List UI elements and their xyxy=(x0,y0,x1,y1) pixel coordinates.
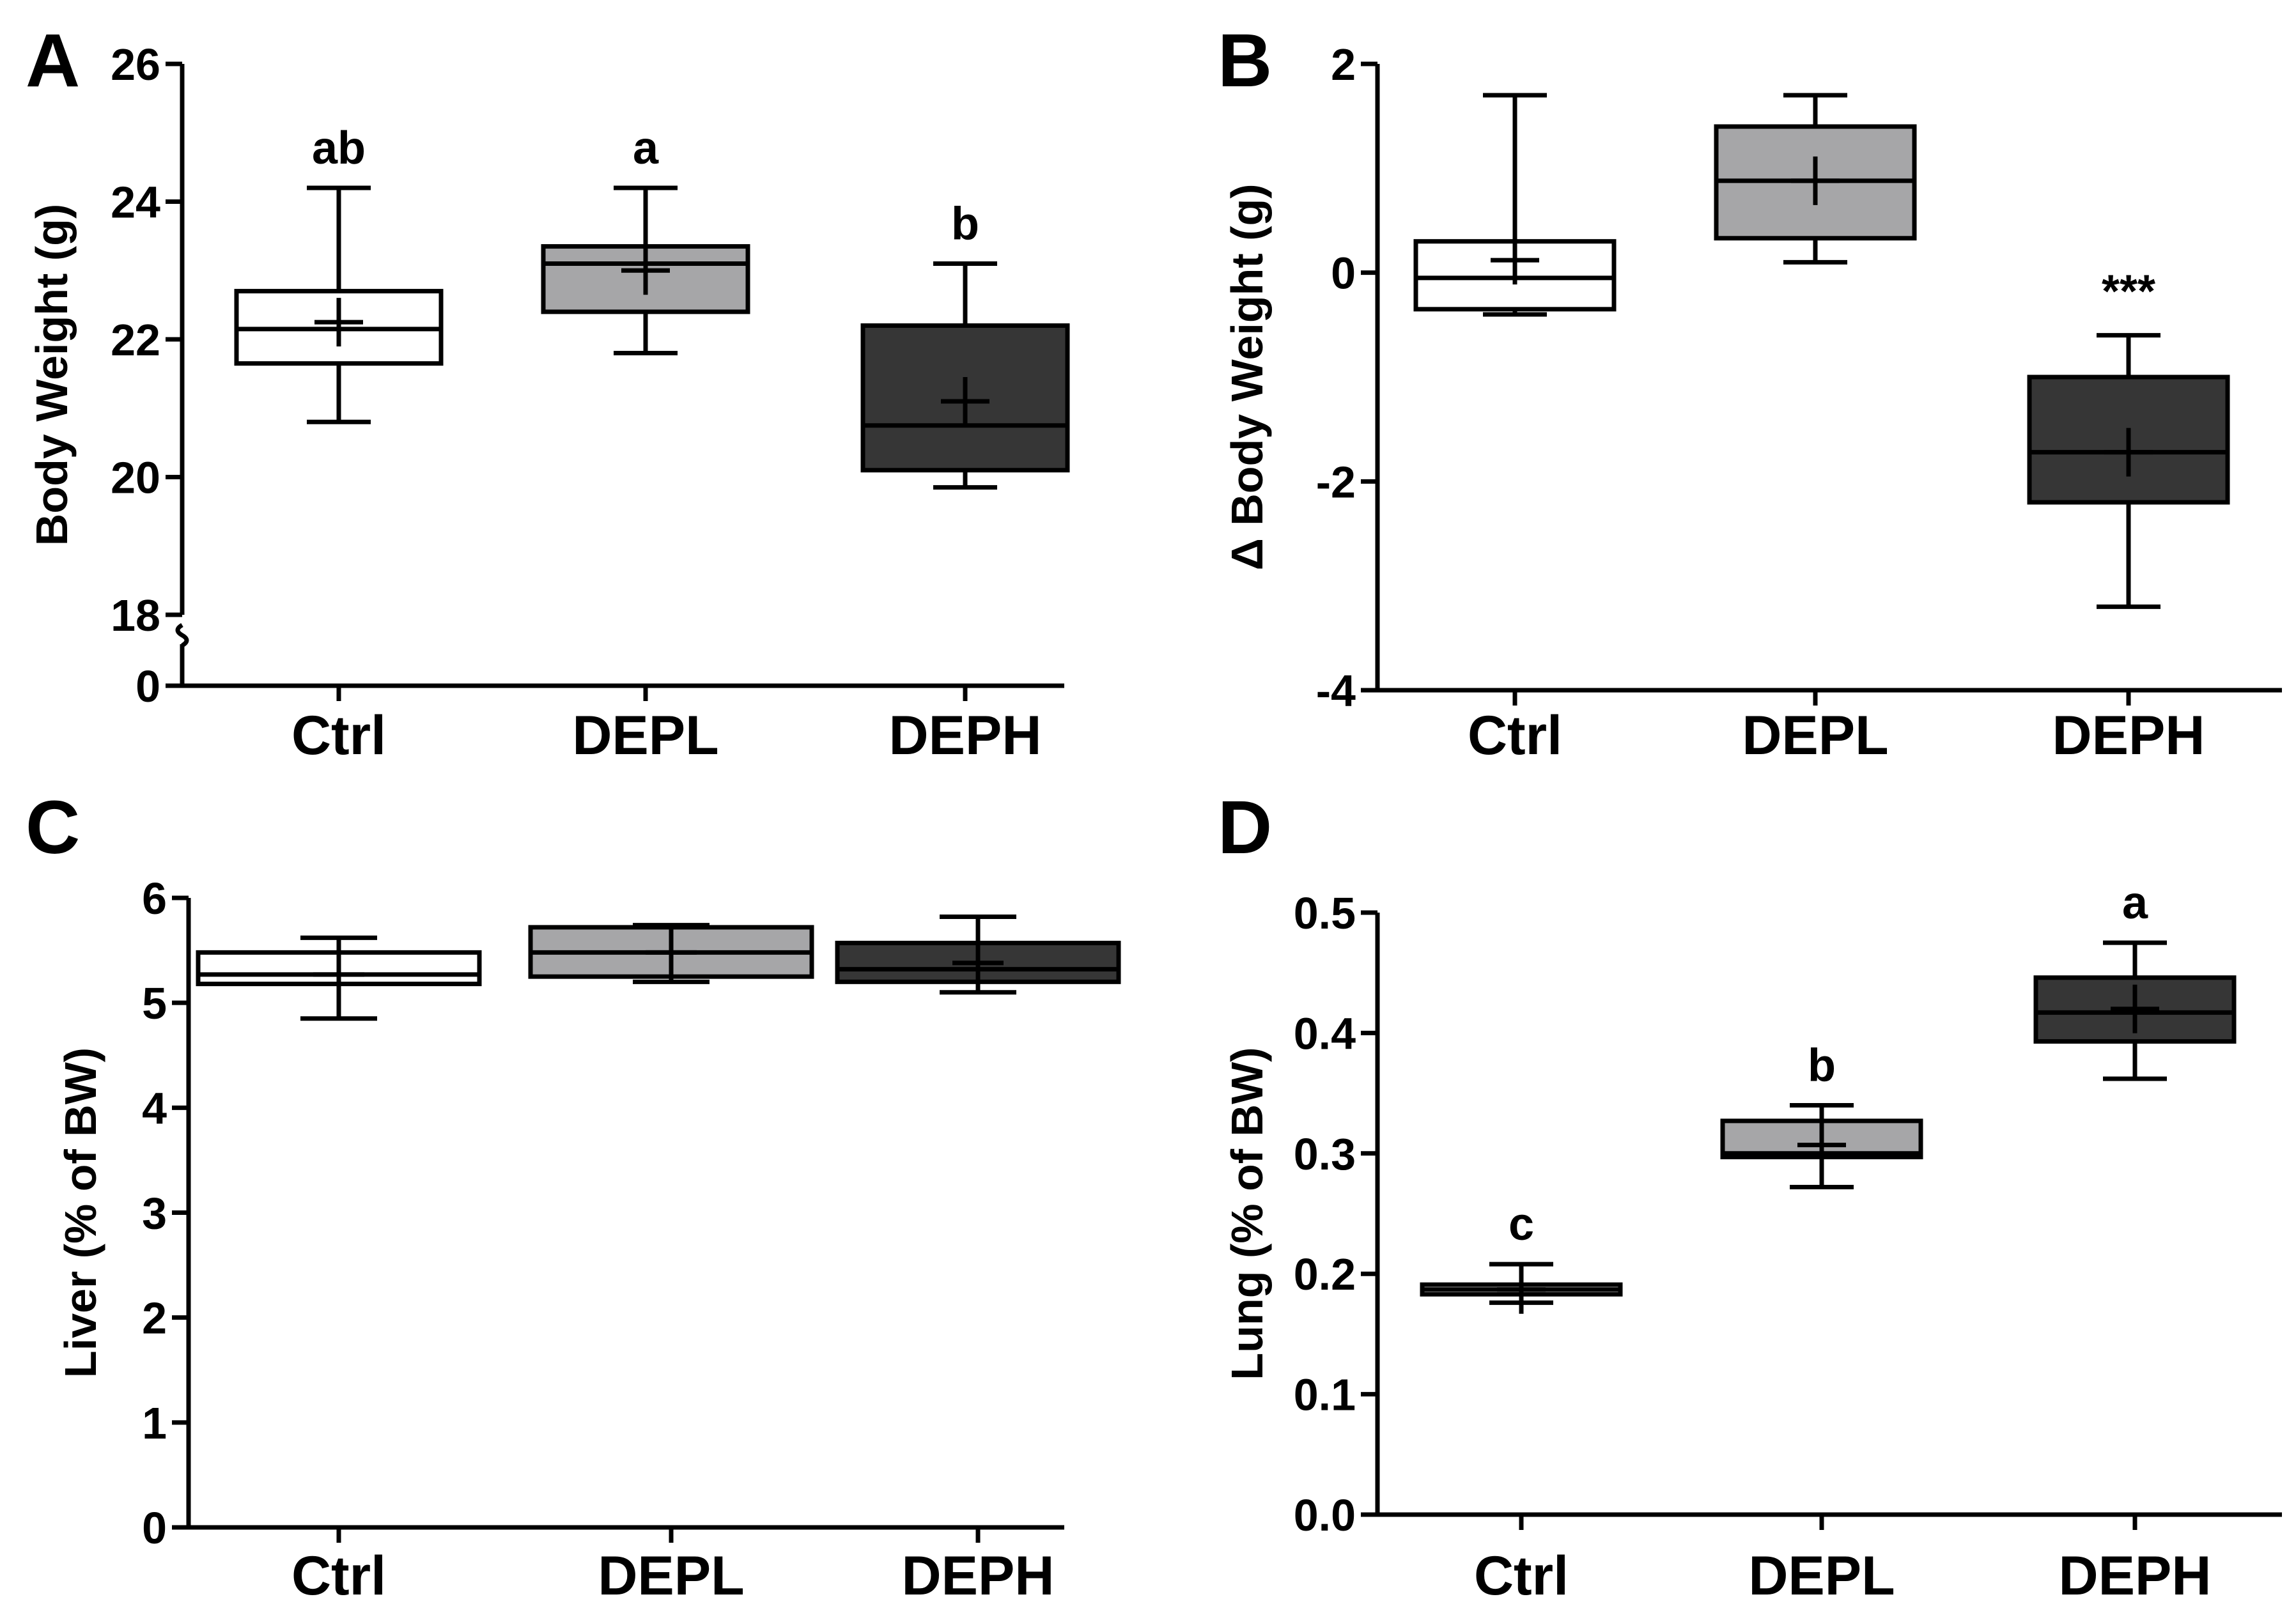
panel-letter-b: B xyxy=(1218,19,1272,103)
significance-label: c xyxy=(1509,1199,1534,1250)
panel-b: B Δ Body Weight (g) -4 -2 0 2 Ctrl DEPL DEPH *** xyxy=(1218,19,2282,766)
y-tick-label: 3 xyxy=(142,1189,167,1239)
y-tick-label: 0.4 xyxy=(1294,1008,1356,1058)
y-tick-label: 0 xyxy=(1331,249,1356,298)
x-category-label: DEPH xyxy=(2052,705,2205,766)
y-tick-label: 1 xyxy=(142,1398,167,1448)
y-tick-label: 6 xyxy=(142,874,167,923)
box-depl: DEPL b xyxy=(1720,1040,1923,1606)
x-category-label: DEPL xyxy=(1742,705,1888,766)
y-tick-label: 2 xyxy=(1331,40,1356,89)
box-ctrl: Ctrl xyxy=(1413,93,1617,766)
panel-d: D Lung (% of BW) 0.0 0.1 0.2 0.3 0.4 0.5 Ctrl c DE… xyxy=(1218,785,2282,1606)
x-category-label: DEPH xyxy=(889,705,1042,766)
box-depl: DEPL xyxy=(528,923,814,1606)
panel-letter-a: A xyxy=(26,19,80,103)
x-category-label: DEPL xyxy=(1748,1545,1895,1606)
y-tick-label: 0.3 xyxy=(1294,1129,1356,1179)
y-tick-label: 0.0 xyxy=(1294,1490,1356,1540)
axis-break-mark-a xyxy=(175,622,189,648)
x-category-label: Ctrl xyxy=(291,1545,386,1606)
significance-label: ab xyxy=(312,123,366,174)
y-axis-title-d: Lung (% of BW) xyxy=(1222,1047,1272,1380)
panel-c: C Liver (% of BW) 0 1 2 3 4 5 6 Ctrl DEPL DEPH xyxy=(26,785,1121,1606)
y-tick-label: 0.1 xyxy=(1294,1370,1356,1420)
box-depl: DEPL a xyxy=(541,123,750,766)
y-tick-label: 0 xyxy=(142,1503,167,1553)
y-tick-label: 5 xyxy=(142,978,167,1028)
box-ctrl: Ctrl ab xyxy=(234,123,444,766)
significance-label: b xyxy=(1808,1040,1836,1091)
y-tick-label: 20 xyxy=(111,453,160,503)
y-tick-label: 22 xyxy=(111,315,160,365)
box-deph: DEPH a xyxy=(2033,877,2237,1606)
box-depl: DEPL xyxy=(1714,93,1917,766)
y-tick-label: -2 xyxy=(1316,457,1356,507)
y-axis-title-b: Δ Body Weight (g) xyxy=(1222,183,1272,570)
y-axis-title-c: Liver (% of BW) xyxy=(56,1047,105,1378)
y-axis-title-a: Body Weight (g) xyxy=(27,204,77,546)
y-tick-label: 2 xyxy=(142,1293,167,1343)
x-category-label: Ctrl xyxy=(1474,1545,1569,1606)
y-tick-label: -4 xyxy=(1316,666,1356,716)
significance-label: a xyxy=(2122,877,2148,929)
y-tick-label: 0 xyxy=(136,661,160,711)
y-tick-label: 18 xyxy=(111,591,160,640)
x-category-label: DEPH xyxy=(2059,1545,2212,1606)
panel-letter-d: D xyxy=(1218,785,1272,870)
significance-label: b xyxy=(951,198,979,249)
y-tick-label: 0.2 xyxy=(1294,1249,1356,1299)
x-category-label: DEPH xyxy=(902,1545,1055,1606)
y-tick-label: 26 xyxy=(111,40,160,89)
y-tick-label: 24 xyxy=(111,178,160,228)
y-tick-label: 4 xyxy=(142,1083,167,1133)
box-ctrl: Ctrl c xyxy=(1420,1199,1623,1606)
x-category-label: Ctrl xyxy=(1468,705,1562,766)
panel-letter-c: C xyxy=(26,785,80,870)
significance-label: a xyxy=(633,123,659,174)
box-deph: DEPH xyxy=(835,915,1121,1606)
box-ctrl: Ctrl xyxy=(196,935,482,1606)
x-category-label: DEPL xyxy=(572,705,718,766)
x-category-label: Ctrl xyxy=(291,705,386,766)
x-category-label: DEPL xyxy=(598,1545,744,1606)
significance-label: *** xyxy=(2102,266,2155,318)
y-tick-label: 0.5 xyxy=(1294,888,1356,938)
box-deph: DEPH b xyxy=(860,198,1070,766)
box-deph: DEPH *** xyxy=(2027,266,2230,766)
